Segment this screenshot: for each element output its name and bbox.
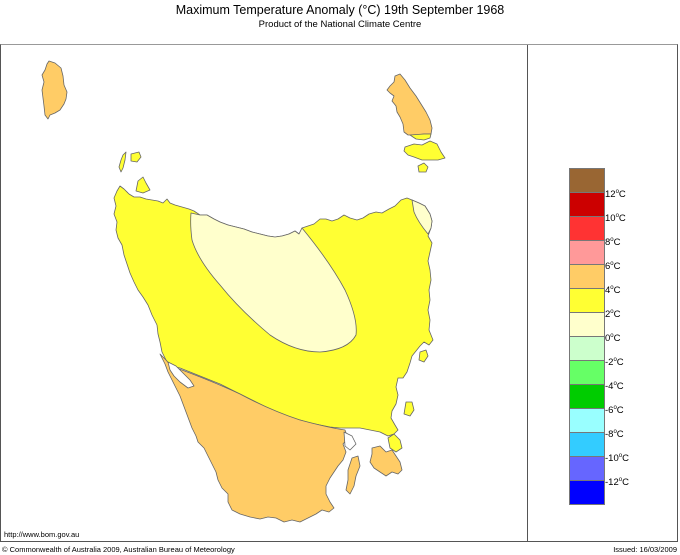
three-hummock-island bbox=[130, 151, 142, 163]
legend-label: 6oC bbox=[605, 261, 621, 272]
legend-swatch bbox=[569, 456, 605, 480]
flinders-island bbox=[386, 73, 433, 136]
zone-0-to-2-inland bbox=[190, 212, 357, 353]
legend-label: 12oC bbox=[605, 189, 626, 200]
macquarie-harbour bbox=[167, 361, 195, 389]
legend-swatch bbox=[569, 168, 605, 192]
legend-divider bbox=[527, 45, 528, 541]
legend-swatch bbox=[569, 432, 605, 456]
king-island bbox=[41, 60, 68, 120]
map-frame bbox=[0, 44, 678, 542]
bruny-island bbox=[345, 455, 361, 495]
schouten-island bbox=[418, 349, 429, 363]
legend-swatch bbox=[569, 480, 605, 505]
map-title: Maximum Temperature Anomaly (°C) 19th Se… bbox=[175, 3, 505, 17]
legend-label: -12oC bbox=[605, 477, 629, 488]
tasman-peninsula bbox=[369, 445, 403, 477]
legend-swatch bbox=[569, 240, 605, 264]
color-legend bbox=[569, 168, 605, 505]
copyright-notice: © Commonwealth of Australia 2009, Austra… bbox=[2, 545, 235, 554]
source-url: http://www.bom.gov.au bbox=[4, 530, 80, 539]
cape-barren-island bbox=[403, 140, 446, 161]
legend-swatch bbox=[569, 360, 605, 384]
legend-label: -2oC bbox=[605, 357, 624, 368]
legend-swatch bbox=[569, 408, 605, 432]
legend-label: 8oC bbox=[605, 237, 621, 248]
tasmania-map bbox=[41, 60, 446, 523]
map-subtitle: Product of the National Climate Centre bbox=[258, 19, 422, 30]
legend-label: -6oC bbox=[605, 405, 624, 416]
maria-island bbox=[403, 401, 415, 417]
legend-label: 10oC bbox=[605, 213, 626, 224]
zone-0-to-2-northeast bbox=[411, 199, 433, 235]
legend-swatch bbox=[569, 312, 605, 336]
legend-label: 0oC bbox=[605, 333, 621, 344]
forestier-yellow bbox=[387, 433, 403, 453]
legend-label: 2oC bbox=[605, 309, 621, 320]
robbins-island bbox=[135, 176, 151, 194]
legend-swatch bbox=[569, 216, 605, 240]
legend-swatch bbox=[569, 384, 605, 408]
legend-label: 4oC bbox=[605, 285, 621, 296]
derwent-estuary bbox=[343, 431, 357, 451]
clarke-island bbox=[417, 162, 429, 173]
legend-swatch bbox=[569, 336, 605, 360]
legend-label: -10oC bbox=[605, 453, 629, 464]
mainland-south-orange bbox=[159, 353, 349, 523]
hunter-island bbox=[118, 151, 127, 173]
legend-swatch bbox=[569, 288, 605, 312]
legend-swatch bbox=[569, 192, 605, 216]
legend-swatch bbox=[569, 264, 605, 288]
legend-label: -8oC bbox=[605, 429, 624, 440]
issued-date: Issued: 16/03/2009 bbox=[613, 545, 677, 554]
legend-label: -4oC bbox=[605, 381, 624, 392]
flinders-south-strip bbox=[409, 133, 432, 141]
